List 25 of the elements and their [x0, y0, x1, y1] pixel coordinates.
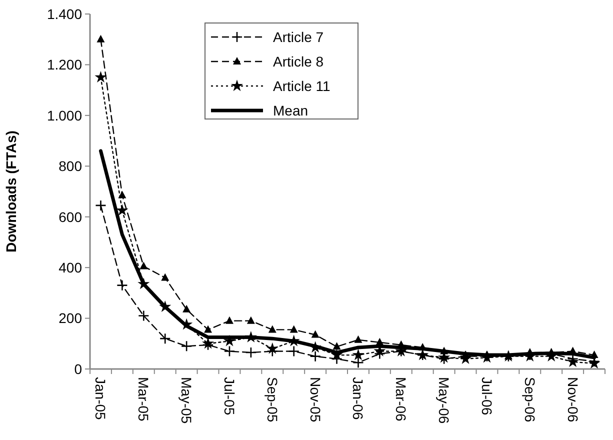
y-tick-label: 1.000	[46, 107, 82, 124]
y-axis-title: Downloads (FTAs)	[3, 130, 19, 252]
y-tick-label: 0	[74, 360, 82, 377]
x-tick-label: Jan-06	[350, 377, 366, 420]
x-tick-label: Sep-05	[264, 377, 280, 422]
x-tick-label: May-06	[436, 377, 452, 424]
y-tick-label: 200	[58, 310, 82, 326]
y-tick-label: 1.200	[46, 56, 82, 73]
y-tick-label: 1.400	[46, 6, 82, 22]
y-tick-label: 400	[58, 259, 82, 276]
x-tick-label: Jul-05	[221, 377, 238, 416]
x-tick-label: May-05	[178, 377, 195, 424]
x-tick-label: Sep-06	[522, 377, 538, 422]
x-tick-label: Mar-06	[393, 377, 410, 422]
legend-label: Article 7	[273, 28, 324, 45]
legend-label: Article 8	[273, 53, 324, 70]
x-tick-label: Nov-05	[307, 377, 324, 422]
x-tick-label: Jan-05	[92, 377, 109, 420]
x-tick-label: Jul-06	[478, 377, 495, 416]
legend-label: Article 11	[273, 78, 331, 94]
x-tick-label: Mar-05	[136, 377, 152, 422]
y-tick-label: 600	[58, 208, 82, 225]
y-tick-label: 800	[58, 158, 82, 174]
x-tick-label: Nov-06	[564, 377, 581, 422]
legend-label: Mean	[273, 102, 308, 118]
